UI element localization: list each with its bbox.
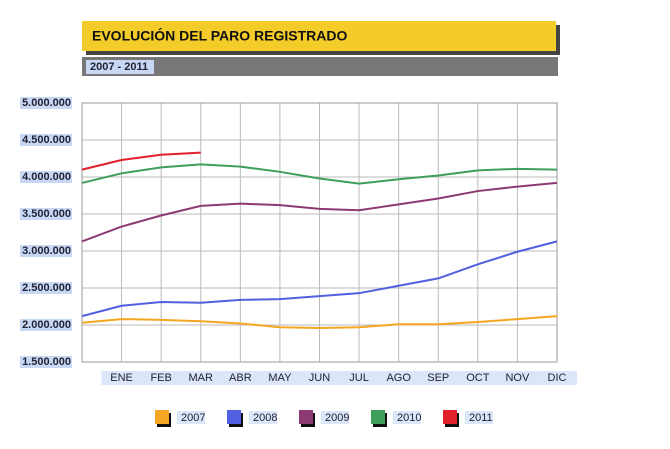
series-line (81, 315, 558, 329)
x-tick-label: ABR (229, 372, 252, 384)
x-tick-bg (418, 371, 459, 385)
series-line (81, 163, 558, 185)
x-tick-label: NOV (505, 372, 530, 384)
y-tick-label: 3.500.000 (22, 208, 71, 220)
y-tick-label: 3.000.000 (22, 245, 71, 257)
legend-label: 2010 (397, 412, 421, 424)
series-line (81, 240, 558, 318)
y-tick-label: 2.000.000 (22, 319, 71, 331)
x-tick-label: JUL (349, 372, 369, 384)
legend-swatch (155, 410, 169, 424)
legend-swatch (371, 410, 385, 424)
legend-bg (465, 411, 493, 424)
chart-subtitle: 2007 - 2011 (90, 61, 148, 73)
legend-swatch (299, 410, 313, 424)
x-tick-bg (180, 371, 221, 385)
y-tick-label: 2.500.000 (22, 282, 71, 294)
legend-label: 2011 (469, 412, 493, 424)
legend-bg (321, 411, 349, 424)
plot-frame (81, 102, 558, 363)
x-tick-bg (259, 371, 300, 385)
x-tick-label: MAR (189, 372, 214, 384)
x-tick-label: OCT (466, 372, 490, 384)
x-tick-bg (141, 371, 182, 385)
x-tick-label: AGO (386, 372, 411, 384)
y-tick-bg (20, 208, 72, 220)
x-tick-bg (339, 371, 380, 385)
x-tick-bg (220, 371, 261, 385)
x-tick-bg (101, 371, 142, 385)
x-tick-bg (537, 371, 577, 385)
series-line (81, 151, 201, 171)
y-tick-label: 1.500.000 (22, 356, 71, 368)
y-tick-bg (20, 97, 72, 109)
legend-swatch (443, 410, 457, 424)
x-tick-label: FEB (150, 372, 171, 384)
x-tick-bg (497, 371, 538, 385)
legend-swatch (227, 410, 241, 424)
y-tick-label: 4.000.000 (22, 171, 71, 183)
x-tick-bg (299, 371, 340, 385)
x-tick-label: JUN (309, 372, 330, 384)
x-tick-label: SEP (427, 372, 449, 384)
y-tick-label: 4.500.000 (22, 134, 71, 146)
legend-label: 2009 (325, 412, 349, 424)
y-tick-bg (20, 134, 72, 146)
subtitle-box (82, 57, 558, 76)
y-tick-bg (20, 356, 72, 368)
y-tick-bg (20, 171, 72, 183)
y-tick-bg (20, 282, 72, 294)
x-tick-bg (378, 371, 419, 385)
x-tick-bg (457, 371, 498, 385)
y-tick-bg (20, 245, 72, 257)
series-line (81, 181, 558, 243)
x-tick-label: MAY (268, 372, 292, 384)
legend-label: 2007 (181, 412, 205, 424)
x-tick-label: ENE (110, 372, 133, 384)
y-tick-bg (20, 319, 72, 331)
legend-label: 2008 (253, 412, 277, 424)
x-tick-label: DIC (548, 372, 567, 384)
title-box (82, 21, 556, 51)
subtitle-bg (86, 60, 154, 74)
chart-title: EVOLUCIÓN DEL PARO REGISTRADO (92, 27, 348, 44)
legend-bg (177, 411, 205, 424)
y-tick-label: 5.000.000 (22, 97, 71, 109)
legend-bg (393, 411, 421, 424)
legend-bg (249, 411, 277, 424)
